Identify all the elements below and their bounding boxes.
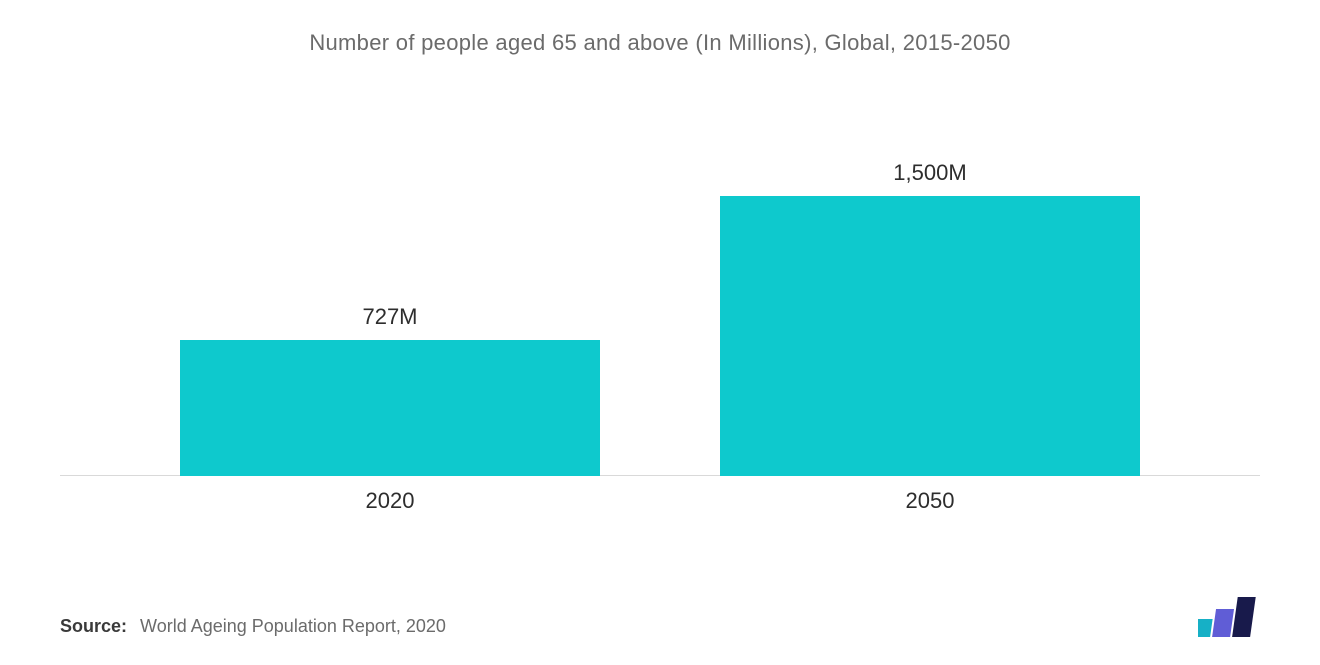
bars-area: 727M 1,500M [60, 116, 1260, 476]
x-axis-label: 2050 [720, 488, 1140, 514]
source-text: World Ageing Population Report, 2020 [140, 616, 446, 636]
chart-footer: Source: World Ageing Population Report, … [60, 595, 1260, 637]
bar-value-label: 1,500M [893, 160, 966, 186]
x-axis-label: 2020 [180, 488, 600, 514]
bar-group: 1,500M [720, 116, 1140, 476]
bar-group: 727M [180, 116, 600, 476]
bar-value-label: 727M [362, 304, 417, 330]
brand-logo-icon [1198, 595, 1260, 637]
chart-title: Number of people aged 65 and above (In M… [60, 30, 1260, 56]
chart-container: Number of people aged 65 and above (In M… [0, 0, 1320, 665]
source-line: Source: World Ageing Population Report, … [60, 616, 446, 637]
bar [180, 340, 600, 476]
bar [720, 196, 1140, 476]
x-axis-labels: 2020 2050 [60, 476, 1260, 514]
source-label: Source: [60, 616, 127, 636]
